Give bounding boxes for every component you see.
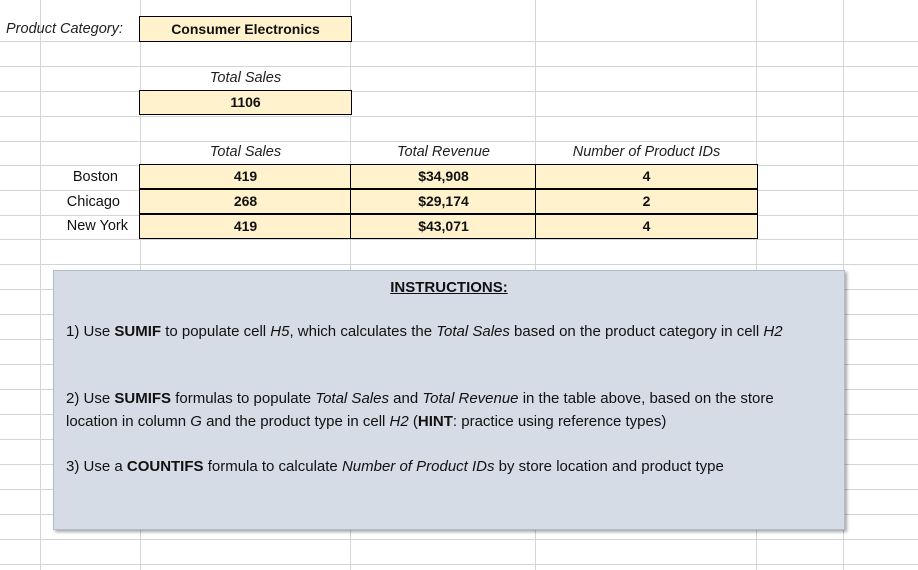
- cell-boston-revenue[interactable]: $34,908: [350, 164, 537, 189]
- row-city-new-york: New York: [66, 218, 128, 234]
- row-city-boston: Boston: [72, 169, 118, 185]
- cell-boston-ids[interactable]: 4: [535, 164, 758, 189]
- col-header-total-revenue: Total Revenue: [397, 144, 490, 160]
- cell-chicago-sales[interactable]: 268: [139, 189, 352, 214]
- instruction-2: 2) Use SUMIFS formulas to populate Total…: [66, 390, 774, 430]
- instructions-panel[interactable]: INSTRUCTIONS: 1) Use SUMIF to populate c…: [53, 270, 845, 530]
- product-category-label: Product Category:: [6, 21, 123, 37]
- total-sales-header: Total Sales: [209, 70, 282, 86]
- total-sales-cell[interactable]: 1106: [139, 90, 352, 115]
- col-header-total-sales: Total Sales: [209, 144, 282, 160]
- cell-chicago-revenue[interactable]: $29,174: [350, 189, 537, 214]
- cell-boston-sales[interactable]: 419: [139, 164, 352, 189]
- instruction-1: 1) Use SUMIF to populate cell H5, which …: [66, 323, 783, 340]
- cell-new-york-ids[interactable]: 4: [535, 214, 758, 239]
- cell-chicago-ids[interactable]: 2: [535, 189, 758, 214]
- cell-new-york-revenue[interactable]: $43,071: [350, 214, 537, 239]
- cell-new-york-sales[interactable]: 419: [139, 214, 352, 239]
- instructions-title: INSTRUCTIONS:: [390, 279, 508, 296]
- row-city-chicago: Chicago: [66, 194, 120, 210]
- product-category-cell[interactable]: Consumer Electronics: [139, 16, 352, 42]
- col-header-product-ids: Number of Product IDs: [572, 144, 721, 160]
- instruction-3: 3) Use a COUNTIFS formula to calculate N…: [66, 458, 724, 475]
